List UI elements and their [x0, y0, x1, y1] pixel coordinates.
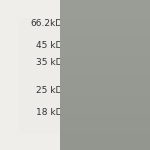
FancyBboxPatch shape — [70, 44, 78, 47]
Text: 18 kD: 18 kD — [36, 108, 62, 117]
FancyBboxPatch shape — [70, 73, 78, 76]
FancyBboxPatch shape — [70, 61, 78, 64]
FancyBboxPatch shape — [84, 44, 130, 48]
Text: 35 kD: 35 kD — [36, 58, 62, 67]
FancyBboxPatch shape — [70, 22, 78, 24]
Bar — [19, 18, 66, 134]
Text: 25 kD: 25 kD — [36, 86, 62, 95]
FancyBboxPatch shape — [70, 89, 78, 91]
Text: 45 kD: 45 kD — [36, 41, 62, 50]
FancyBboxPatch shape — [70, 111, 78, 113]
Text: 66.2kD: 66.2kD — [30, 19, 62, 28]
